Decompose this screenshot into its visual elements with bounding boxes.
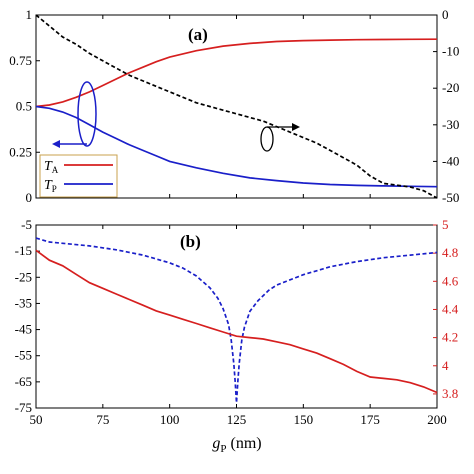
- x-tick-label: 200: [427, 412, 447, 427]
- panel-1-series-1-line: [35, 249, 438, 394]
- right-tick-label: -10: [442, 44, 459, 59]
- left-tick-label: -5: [21, 217, 32, 232]
- x-tick-label: 175: [360, 412, 380, 427]
- left-tick-label: -75: [15, 400, 32, 415]
- right-axis-ellipse: [260, 126, 274, 152]
- right-tick-label: 4.4: [442, 301, 459, 316]
- right-tick-label: 4.6: [442, 273, 459, 288]
- x-tick-label: 100: [160, 412, 180, 427]
- left-tick-label: -35: [15, 295, 32, 310]
- panel-label: (a): [188, 25, 208, 44]
- x-tick-label: 125: [227, 412, 247, 427]
- x-tick-label: 50: [30, 412, 43, 427]
- left-axis-arrow-head: [52, 140, 60, 148]
- right-tick-label: -20: [442, 80, 459, 95]
- right-tick-label: 3.8: [442, 386, 458, 401]
- right-tick-label: -40: [442, 153, 459, 168]
- legend-box: [39, 154, 118, 198]
- x-tick-label: 75: [96, 412, 109, 427]
- panel-1-series-0-line: [35, 237, 438, 403]
- right-axis-arrow-head: [292, 123, 300, 131]
- right-tick-label: 0: [442, 7, 449, 22]
- left-tick-label: -45: [15, 322, 32, 337]
- left-tick-label: 0: [26, 190, 33, 205]
- left-axis-ellipse: [77, 81, 97, 147]
- left-tick-label: 0.25: [9, 144, 32, 159]
- right-tick-label: -30: [442, 117, 459, 132]
- panel-0-series-2-line: [35, 14, 438, 199]
- panel-0-series-1-line: [35, 105, 438, 188]
- right-tick-label: 4: [442, 358, 449, 373]
- panel-label: (b): [180, 232, 201, 251]
- right-tick-label: -50: [442, 190, 459, 205]
- right-tick-label: 4.2: [442, 330, 458, 345]
- left-tick-label: -25: [15, 269, 32, 284]
- left-tick-label: -65: [15, 374, 32, 389]
- right-tick-label: 4.8: [442, 245, 458, 260]
- right-tick-label: 5: [442, 217, 449, 232]
- left-tick-label: 1: [26, 7, 33, 22]
- panel-1-axes-box: [35, 224, 438, 409]
- left-tick-label: 0.5: [16, 99, 32, 114]
- x-tick-label: 150: [294, 412, 314, 427]
- left-tick-label: 0.75: [9, 53, 32, 68]
- left-tick-label: -55: [15, 348, 32, 363]
- x-axis-label: gP (nm): [212, 435, 261, 455]
- left-tick-label: -15: [15, 243, 32, 258]
- panel-0-series-0-line: [35, 38, 438, 108]
